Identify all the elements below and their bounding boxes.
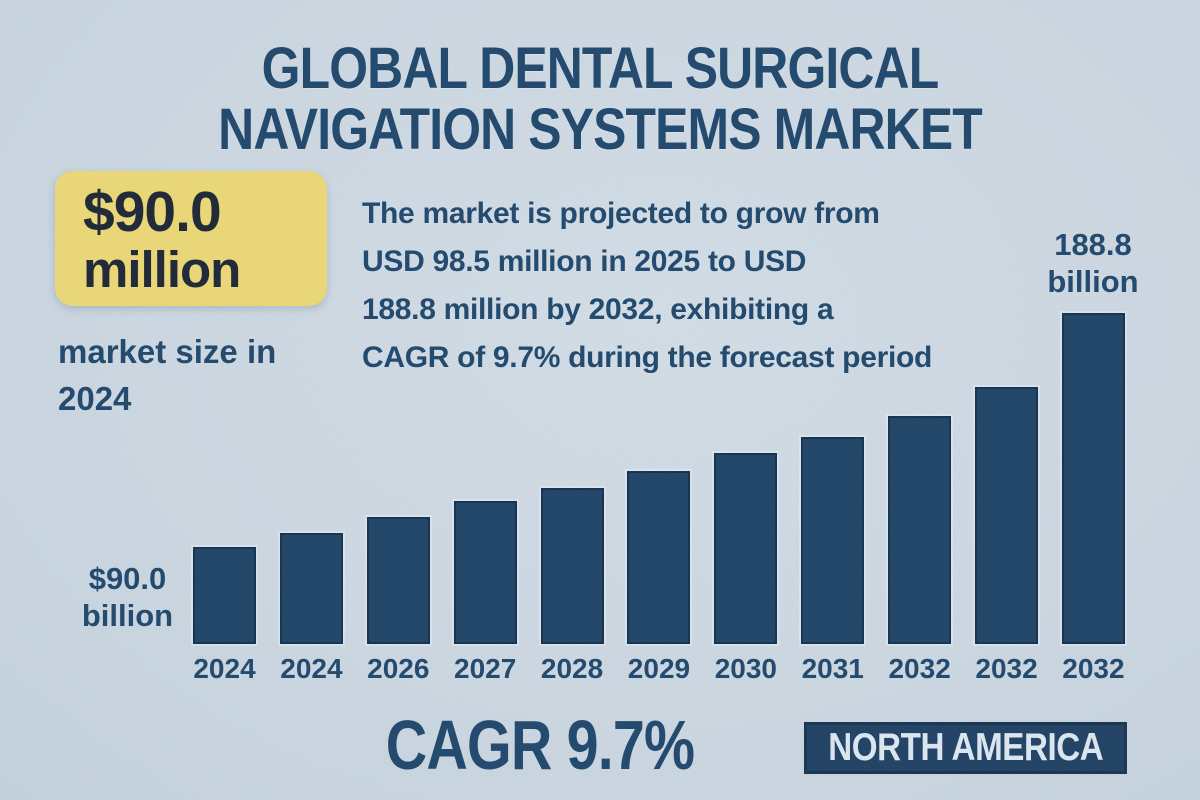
- bar-chart: 2024 2024 2026 2027 2028 2029 2030 2031 2032 2032…: [193, 313, 1125, 684]
- bar: [540, 488, 604, 644]
- bar-year-label: 2027: [454, 653, 517, 684]
- bar: [453, 501, 517, 644]
- bar-column: 2026: [366, 313, 430, 684]
- bar-year-label: 2024: [280, 653, 343, 684]
- bar: [1061, 313, 1125, 644]
- bar-year-label: 2032: [1062, 653, 1125, 684]
- bar-year-label: 2029: [627, 653, 691, 684]
- region-badge: NORTH AMERICA: [804, 722, 1127, 774]
- bar-column: 2029: [627, 313, 691, 684]
- bar: [801, 437, 865, 644]
- last-bar-value-label: 188.8 billion: [1047, 227, 1139, 299]
- bar-column: 2030: [714, 313, 778, 684]
- bar-column: 2032: [1061, 313, 1125, 684]
- bar-column: 2028: [540, 313, 604, 684]
- bar-year-label: 2024: [193, 653, 256, 684]
- bar-year-label: 2031: [801, 653, 864, 684]
- market-size-value: $90.0: [83, 180, 222, 244]
- market-size-unit: million: [83, 241, 241, 298]
- bar: [888, 416, 952, 644]
- bar-column: 2032: [975, 313, 1039, 684]
- bar-year-label: 2030: [714, 653, 777, 684]
- bar-year-label: 2032: [975, 653, 1038, 684]
- bar-column: 2024: [279, 313, 343, 684]
- bar-column: 2031: [801, 313, 865, 684]
- bar-year-label: 2032: [888, 653, 951, 684]
- bar: [627, 471, 691, 644]
- region-badge-label: NORTH AMERICA: [828, 726, 1104, 769]
- market-size-caption: market size in 2024: [58, 333, 277, 417]
- bar-year-label: 2026: [367, 653, 430, 684]
- bar-column: 2024: [193, 313, 256, 684]
- bar-column: 2032: [888, 313, 952, 684]
- bar: [193, 547, 256, 644]
- bar-column: 2027: [453, 313, 517, 684]
- market-size-highlight-badge: $90.0 million: [55, 171, 327, 306]
- first-bar-value-label: $90.0 billion: [81, 561, 174, 633]
- bar: [975, 387, 1039, 644]
- page-title: GLOBAL DENTAL SURGICAL NAVIGATION SYSTEM…: [218, 36, 983, 162]
- market-projection-description: The market is projected to grow from USD…: [362, 197, 933, 374]
- bar-year-label: 2028: [540, 653, 604, 684]
- bar: [366, 517, 430, 644]
- cagr-label: CAGR 9.7%: [385, 706, 695, 784]
- bar: [714, 453, 778, 644]
- bar: [279, 533, 343, 644]
